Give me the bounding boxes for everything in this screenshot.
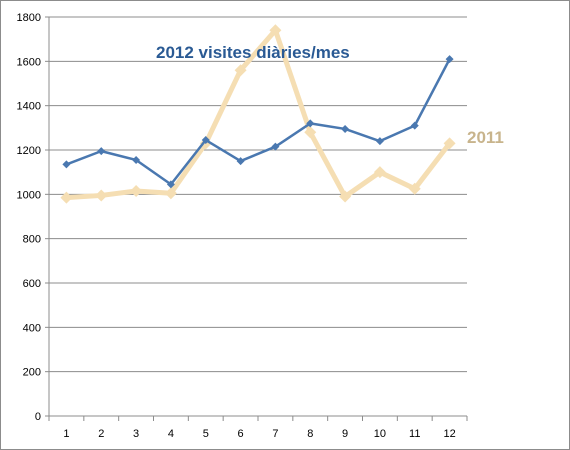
x-tick-label: 1 bbox=[63, 428, 69, 440]
series-layer bbox=[60, 24, 456, 204]
data-point-2011 bbox=[60, 191, 73, 204]
y-tick-label: 800 bbox=[23, 234, 41, 246]
data-point-2012 bbox=[271, 142, 280, 151]
data-point-2012 bbox=[445, 55, 454, 64]
data-point-2012 bbox=[132, 155, 141, 164]
y-tick-label: 600 bbox=[23, 278, 41, 290]
series-line-2011 bbox=[63, 27, 453, 201]
x-tick-label: 2 bbox=[98, 428, 104, 440]
x-tick-label: 9 bbox=[342, 428, 348, 440]
data-point-2011 bbox=[339, 190, 352, 203]
data-point-2012 bbox=[62, 160, 71, 169]
series-label-2012: 2012 visites diàries/mes bbox=[156, 43, 350, 62]
y-tick-label: 400 bbox=[23, 322, 41, 334]
data-point-2011 bbox=[269, 24, 282, 37]
x-tick-label: 7 bbox=[272, 428, 278, 440]
y-tick-label: 1200 bbox=[17, 145, 41, 157]
data-point-2011 bbox=[304, 126, 317, 139]
x-tick-label: 10 bbox=[374, 428, 386, 440]
y-tick-label: 200 bbox=[23, 367, 41, 379]
x-tick-label: 12 bbox=[443, 428, 455, 440]
x-tick-label: 8 bbox=[307, 428, 313, 440]
x-tick-label: 11 bbox=[409, 428, 420, 440]
series-label-layer: 2012 visites diàries/mes 2011 bbox=[156, 43, 504, 147]
series-line-2012 bbox=[65, 57, 451, 186]
data-point-2012 bbox=[97, 147, 106, 156]
data-point-2012 bbox=[341, 124, 350, 133]
x-tick-label: 4 bbox=[168, 428, 174, 440]
data-point-2011 bbox=[95, 189, 108, 202]
y-tick-label: 1600 bbox=[17, 56, 41, 68]
data-point-2011 bbox=[443, 137, 456, 150]
data-point-2012 bbox=[236, 157, 245, 166]
y-tick-label: 1000 bbox=[17, 189, 41, 201]
data-point-2011 bbox=[373, 166, 386, 179]
data-point-2011 bbox=[164, 187, 177, 200]
data-point-2012 bbox=[166, 180, 175, 189]
data-point-2012 bbox=[375, 137, 384, 146]
y-tick-label: 1800 bbox=[17, 12, 41, 24]
y-tick-label: 0 bbox=[35, 411, 41, 423]
data-point-2011 bbox=[130, 185, 143, 198]
y-tick-label: 1400 bbox=[17, 101, 41, 113]
data-point-2011 bbox=[234, 64, 247, 77]
x-tick-label: 6 bbox=[238, 428, 244, 440]
data-point-2012 bbox=[201, 136, 210, 145]
series-label-2011: 2011 bbox=[467, 128, 504, 147]
data-point-2012 bbox=[306, 119, 315, 128]
x-tick-label: 5 bbox=[203, 428, 209, 440]
data-point-2012 bbox=[410, 121, 419, 130]
data-point-2011 bbox=[408, 182, 421, 195]
x-tick-label: 3 bbox=[133, 428, 139, 440]
